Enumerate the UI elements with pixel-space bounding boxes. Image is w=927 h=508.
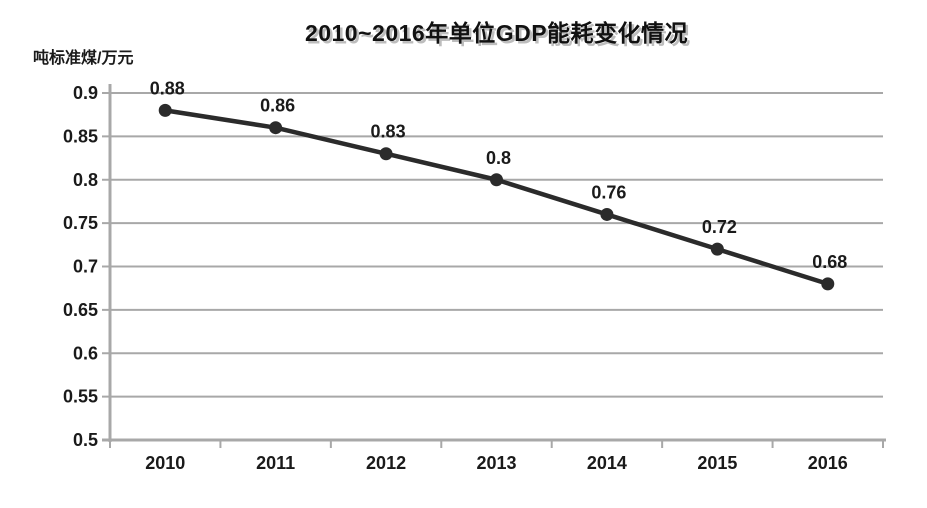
- x-axis-tick-label: 2010: [145, 453, 185, 473]
- x-axis-tick-label: 2014: [587, 453, 627, 473]
- x-axis-tick-label: 2011: [256, 453, 295, 473]
- data-point: [821, 277, 835, 291]
- y-axis-unit-label: 吨标准煤/万元: [33, 50, 134, 67]
- y-axis-tick-label: 0.55: [63, 387, 98, 407]
- y-axis-tick-label: 0.6: [73, 343, 98, 363]
- data-point: [490, 173, 503, 187]
- y-axis-tick-label: 0.8: [73, 170, 98, 190]
- data-point: [269, 121, 283, 135]
- data-point-label: 0.86: [260, 96, 295, 116]
- data-point-label: 0.8: [486, 148, 511, 168]
- y-axis-tick-label: 0.7: [73, 257, 98, 277]
- x-axis-tick-label: 2015: [697, 453, 737, 473]
- y-axis-tick-label: 0.65: [63, 300, 98, 320]
- data-point: [379, 147, 393, 161]
- data-point-label: 0.83: [371, 122, 406, 142]
- y-axis-tick-label: 0.9: [73, 83, 98, 103]
- x-axis-tick-label: 2016: [808, 453, 848, 473]
- y-axis-tick-label: 0.5: [73, 430, 98, 450]
- data-point-label: 0.68: [812, 252, 847, 272]
- data-point-label: 0.88: [150, 78, 185, 98]
- data-point: [158, 103, 172, 117]
- y-axis-tick-label: 0.85: [63, 126, 98, 146]
- x-axis-tick-label: 2012: [366, 453, 406, 473]
- data-point: [600, 207, 614, 221]
- y-axis-tick-label: 0.75: [63, 213, 98, 233]
- chart-title: 2010~2016年单位GDP能耗变化情况: [304, 20, 689, 46]
- x-axis-tick-label: 2013: [476, 453, 516, 473]
- data-point-label: 0.76: [591, 182, 626, 202]
- data-point-label: 0.72: [702, 217, 737, 237]
- data-point: [710, 242, 724, 256]
